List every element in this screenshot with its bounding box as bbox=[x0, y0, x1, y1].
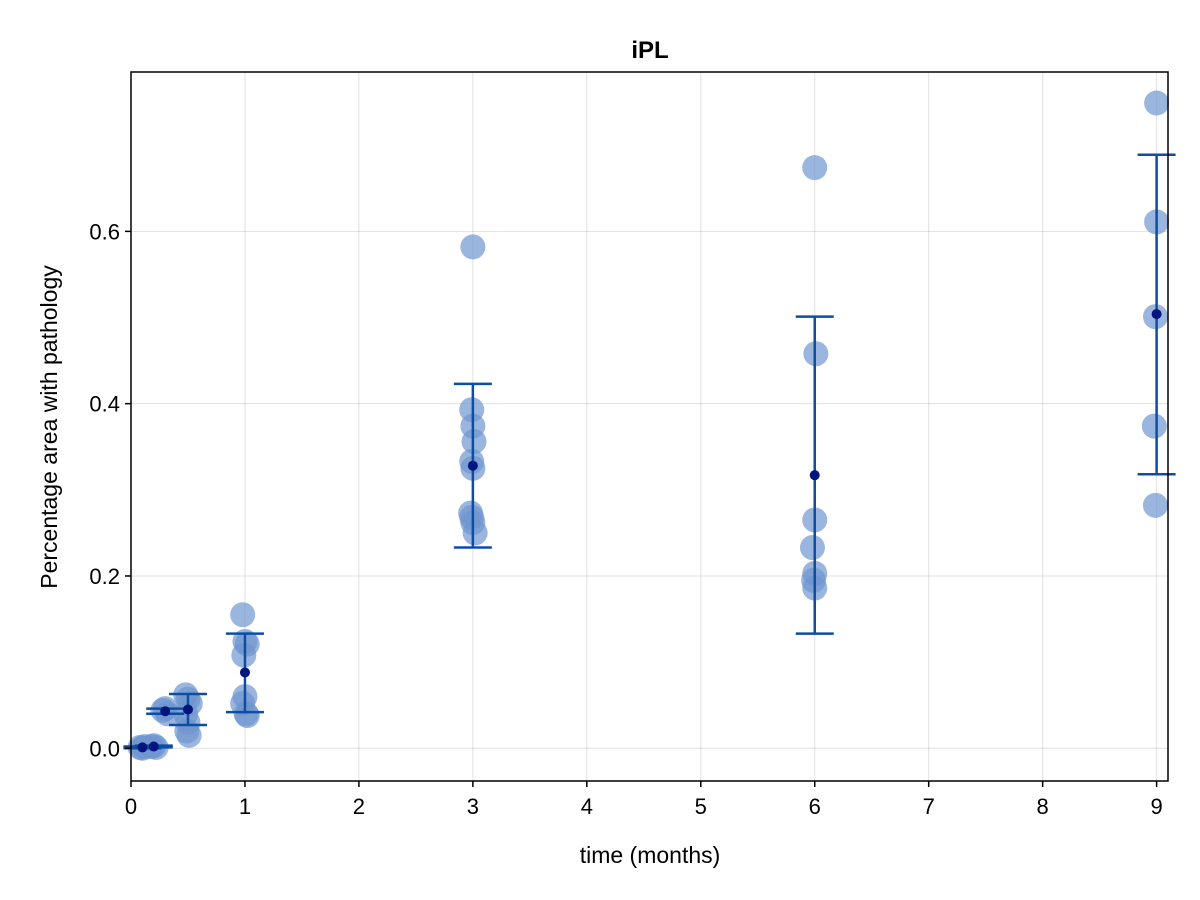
y-axis-ticks: 0.0 0.2 0.4 0.6 bbox=[89, 219, 131, 761]
y-tick-label: 0.6 bbox=[89, 219, 120, 244]
x-tick-label: 6 bbox=[809, 794, 821, 819]
data-point bbox=[230, 602, 256, 628]
data-point bbox=[176, 722, 202, 748]
x-axis-label: time (months) bbox=[580, 842, 721, 868]
x-tick-label: 4 bbox=[581, 794, 593, 819]
data-point bbox=[799, 535, 825, 561]
y-tick-label: 0.0 bbox=[89, 736, 120, 761]
x-tick-label: 7 bbox=[923, 794, 935, 819]
x-tick-label: 0 bbox=[125, 794, 137, 819]
mean-marker bbox=[809, 470, 820, 481]
x-tick-label: 9 bbox=[1150, 794, 1162, 819]
data-point bbox=[1144, 90, 1170, 116]
data-point bbox=[460, 234, 486, 260]
mean-marker bbox=[1151, 309, 1162, 320]
chart-title: iPL bbox=[631, 37, 668, 64]
x-tick-label: 1 bbox=[239, 794, 251, 819]
y-tick-label: 0.4 bbox=[89, 392, 120, 417]
mean-marker bbox=[467, 460, 478, 471]
data-point bbox=[1142, 492, 1168, 518]
grid bbox=[130, 72, 1168, 781]
mean-marker bbox=[182, 704, 193, 715]
y-axis-label: Percentage area with pathology bbox=[36, 265, 62, 589]
mean-markers bbox=[137, 309, 1162, 753]
plot-frame bbox=[130, 71, 1169, 782]
mean-marker bbox=[148, 741, 159, 752]
data-point bbox=[234, 703, 260, 729]
y-tick-label: 0.2 bbox=[89, 564, 120, 589]
x-tick-label: 2 bbox=[353, 794, 365, 819]
mean-marker bbox=[160, 706, 171, 717]
x-tick-label: 3 bbox=[467, 794, 479, 819]
x-axis-ticks: 0 1 2 3 4 5 6 7 8 9 bbox=[125, 781, 1163, 819]
data-point bbox=[802, 155, 828, 181]
data-point bbox=[462, 520, 488, 546]
mean-marker bbox=[137, 742, 148, 753]
data-point bbox=[1141, 413, 1167, 439]
x-tick-label: 5 bbox=[695, 794, 707, 819]
x-tick-label: 8 bbox=[1037, 794, 1049, 819]
mean-marker bbox=[239, 667, 250, 678]
